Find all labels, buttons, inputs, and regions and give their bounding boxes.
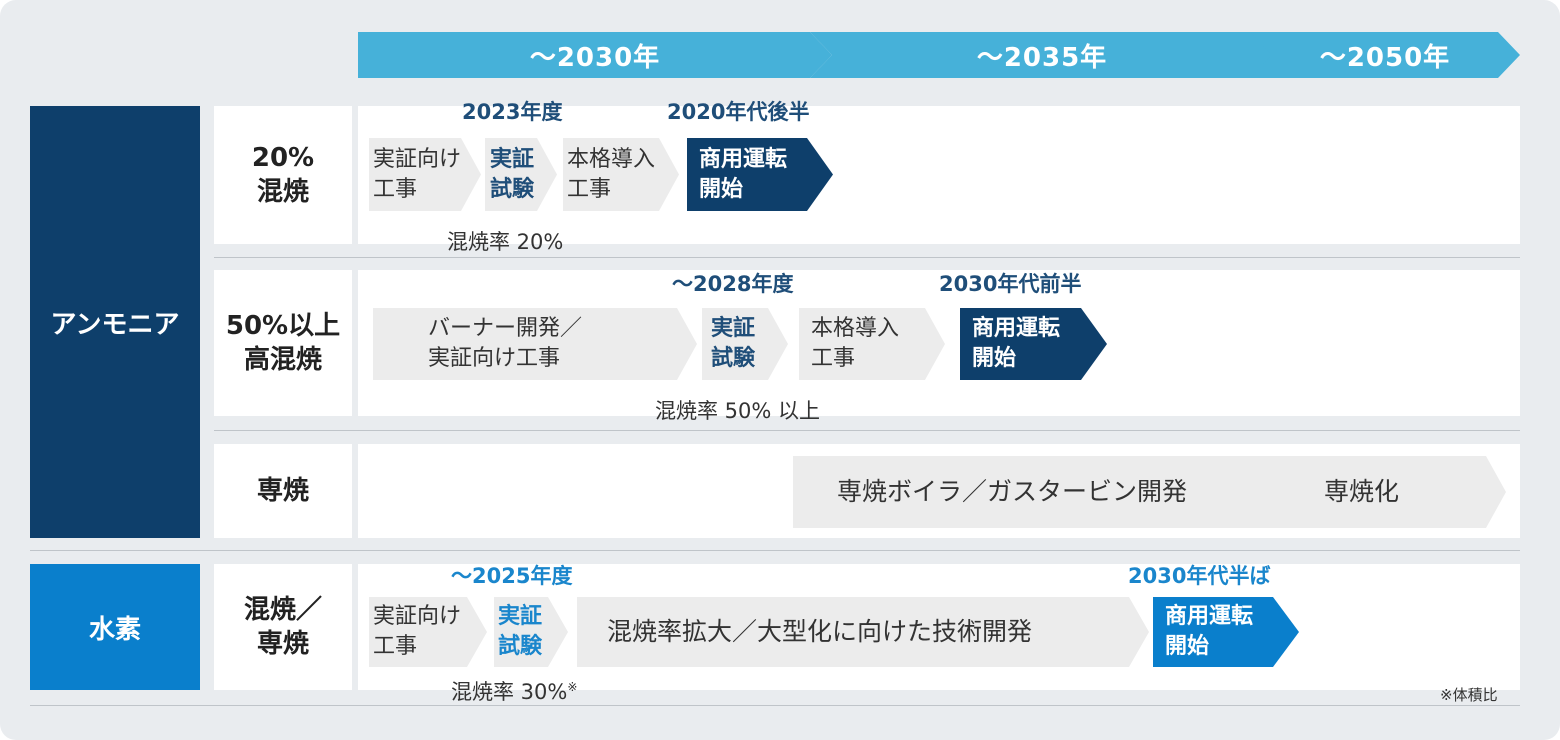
step-full-construction: 本格導入 工事 (563, 138, 679, 211)
step-hydrogen-demo-construction: 実証向け 工事 (369, 597, 487, 667)
category-ammonia: アンモニア (30, 106, 200, 538)
timeline-period-2035: ～2035年 (810, 32, 1274, 78)
section-divider (30, 550, 1520, 551)
row-divider (214, 430, 1520, 431)
step-demo-construction: 実証向け 工事 (369, 138, 481, 211)
date-2023: 2023年度 (462, 100, 563, 124)
date-2030s-early: 2030年代前半 (939, 272, 1082, 296)
row-label-hydrogen: 混焼／ 専焼 (214, 564, 352, 690)
step-demo-test-50: 実証 試験 (702, 308, 788, 380)
row-divider (214, 257, 1520, 258)
date-2025: ～2025年度 (451, 564, 573, 588)
dedicated-end-label: 専焼化 (1324, 477, 1400, 506)
row-label-20-cofiring: 20% 混焼 (214, 106, 352, 244)
category-hydrogen: 水素 (30, 564, 200, 690)
rate-20: 混焼率 20% (447, 230, 564, 254)
rate-30-text: 混焼率 30% (451, 680, 568, 704)
timeline-period-2050: ～2050年 (1250, 32, 1520, 78)
row-label-50-cofiring: 50%以上 高混焼 (214, 270, 352, 416)
timeline-period-2030: ～2030年 (358, 32, 832, 78)
step-hydrogen-tech-development: 混焼率拡大／大型化に向けた技術開発 (577, 597, 1149, 667)
row-label-dedicated: 専焼 (214, 444, 352, 538)
rate-30-mark: ※ (567, 680, 578, 694)
rate-30: 混焼率 30%※ (451, 676, 577, 706)
step-full-construction-50: 本格導入 工事 (799, 308, 945, 380)
date-2030s-mid: 2030年代半ば (1128, 564, 1271, 588)
dedicated-development-label: 専焼ボイラ／ガスタービン開発 (837, 477, 1188, 506)
rate-50: 混焼率 50% 以上 (655, 399, 821, 423)
footnote: ※体積比 (1440, 686, 1498, 704)
milestone-commercial-20: 商用運転 開始 (687, 138, 833, 211)
step-burner-development: バーナー開発／ 実証向け工事 (373, 308, 697, 380)
milestone-commercial-50: 商用運転 開始 (960, 308, 1107, 380)
milestone-commercial-hydrogen: 商用運転 開始 (1153, 597, 1299, 667)
date-2020s-late: 2020年代後半 (667, 100, 810, 124)
step-dedicated-development: 専焼ボイラ／ガスタービン開発 専焼化 (793, 456, 1506, 528)
date-2028: ～2028年度 (672, 272, 794, 296)
bottom-divider (30, 705, 1520, 706)
